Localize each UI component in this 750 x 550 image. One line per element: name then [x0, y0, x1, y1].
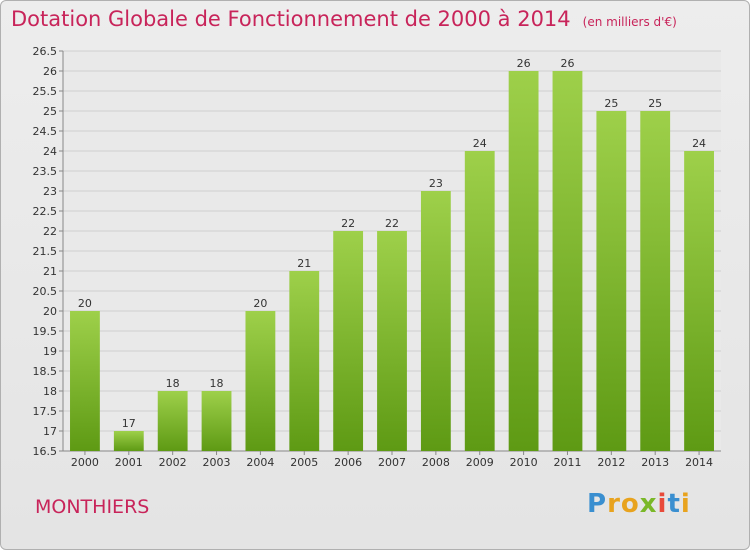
y-tick-label: 25.5 — [33, 85, 58, 98]
x-tick-label-2008: 2008 — [422, 456, 450, 469]
y-tick-label: 21 — [43, 265, 57, 278]
data-label-2002: 18 — [166, 377, 180, 390]
y-tick-label: 16.5 — [33, 445, 58, 458]
x-tick-label-2010: 2010 — [510, 456, 538, 469]
bar-2014 — [684, 151, 714, 451]
data-label-2008: 23 — [429, 177, 443, 190]
bar-2002 — [157, 391, 188, 451]
bar-2010 — [508, 71, 539, 451]
bar-2007 — [377, 231, 407, 451]
bar-2009 — [464, 151, 495, 451]
proxiti-logo: Proxiti — [587, 489, 691, 519]
data-label-2009: 24 — [473, 137, 487, 150]
y-tick-label: 18.5 — [33, 365, 58, 378]
x-tick-label-2011: 2011 — [553, 456, 581, 469]
data-label-2007: 22 — [385, 217, 399, 230]
y-tick-label: 24 — [43, 145, 57, 158]
y-tick-label: 25 — [43, 105, 57, 118]
chart-title: Dotation Globale de Fonctionnement de 20… — [11, 7, 677, 31]
y-tick-label: 17.5 — [33, 405, 58, 418]
axes: 16.5 17 17.5 18 18.5 19 19.5 20 20.5 21 21.5 22 22.5… — [33, 45, 721, 458]
x-tick-label-2009: 2009 — [466, 456, 494, 469]
bar-2006 — [333, 231, 364, 451]
y-tick-label: 22.5 — [33, 205, 58, 218]
x-tick-label-2005: 2005 — [290, 456, 318, 469]
data-label-2010: 26 — [517, 57, 531, 70]
y-tick-label: 26.5 — [33, 45, 58, 58]
x-tick-label-2007: 2007 — [378, 456, 406, 469]
x-tick-label-2003: 2003 — [203, 456, 231, 469]
commune-name: MONTHIERS — [35, 496, 150, 518]
y-tick-label: 23.5 — [33, 165, 58, 178]
bar-2003 — [201, 391, 232, 451]
logo-letter: o — [620, 489, 640, 519]
x-tick-label-2000: 2000 — [71, 456, 99, 469]
logo-letter: x — [639, 489, 658, 519]
x-tick-label-2001: 2001 — [115, 456, 143, 469]
y-tick-label: 23 — [43, 185, 57, 198]
bar-2011 — [552, 71, 583, 451]
chart-title-text: Dotation Globale de Fonctionnement de 20… — [11, 7, 571, 31]
y-tick-label: 20.5 — [33, 285, 58, 298]
y-tick-label: 22 — [43, 225, 57, 238]
bar-2008 — [420, 191, 451, 451]
logo-letter: P — [587, 489, 608, 519]
data-label-2000: 20 — [78, 297, 92, 310]
x-tick-label-2012: 2012 — [597, 456, 625, 469]
data-label-2012: 25 — [604, 97, 618, 110]
data-label-2006: 22 — [341, 217, 355, 230]
x-tick-label-2002: 2002 — [159, 456, 187, 469]
bars — [70, 71, 714, 451]
data-label-2005: 21 — [297, 257, 311, 270]
data-label-2011: 26 — [560, 57, 574, 70]
x-tick-label-2014: 2014 — [685, 456, 713, 469]
data-label-2003: 18 — [210, 377, 224, 390]
y-tick-label: 21.5 — [33, 245, 58, 258]
bar-2001 — [113, 431, 144, 451]
bar-2000 — [70, 311, 100, 451]
y-tick-label: 17 — [43, 425, 57, 438]
data-label-2001: 17 — [122, 417, 136, 430]
x-tick-label-2006: 2006 — [334, 456, 362, 469]
y-tick-label: 19 — [43, 345, 57, 358]
y-tick-label: 20 — [43, 305, 57, 318]
data-label-2014: 24 — [692, 137, 706, 150]
y-tick-label: 24.5 — [33, 125, 58, 138]
bar-2005 — [289, 271, 320, 451]
logo-letter: r — [607, 489, 621, 519]
logo-letter: i — [680, 489, 691, 519]
logo-letter: i — [657, 489, 668, 519]
data-label-2004: 20 — [253, 297, 267, 310]
bar-2004 — [245, 311, 276, 451]
bar-2012 — [596, 111, 627, 451]
y-tick-label: 26 — [43, 65, 57, 78]
data-label-2013: 25 — [648, 97, 662, 110]
x-tick-label-2004: 2004 — [246, 456, 274, 469]
chart-subtitle: (en milliers d'€) — [582, 15, 677, 29]
labels: 20 2000 17 2001 18 2002 18 2003 20 2004 21 2005 22 20… — [71, 57, 713, 469]
y-tick-label: 19.5 — [33, 325, 58, 338]
y-tick-label: 18 — [43, 385, 57, 398]
logo-letter: t — [667, 489, 681, 519]
x-tick-label-2013: 2013 — [641, 456, 669, 469]
bar-2013 — [640, 111, 671, 451]
